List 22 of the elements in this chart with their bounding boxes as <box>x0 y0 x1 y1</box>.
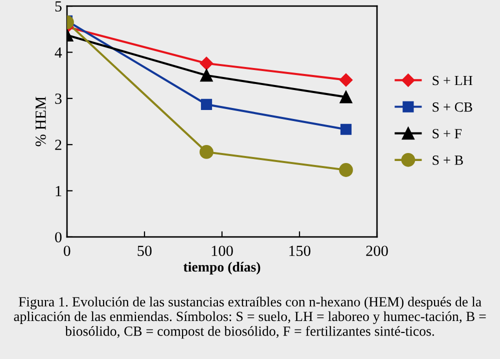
y-tick-label: 1 <box>56 186 62 196</box>
x-tick-label: 50 <box>138 246 152 256</box>
y-tick-label: 5 <box>55 1 62 12</box>
y-tick-label: 3 <box>55 94 62 104</box>
text: Figura 1. Evolución de las sustancias extraíbles con n-hexano (HEM) después de la aplicación de las enmiendas. Símbolos: S = suelo, LH = laboreo y humec-tación, B = biosólido, CB = compost de biosólido, F = fertilizantes sinté-ticos. <box>14 296 486 339</box>
point <box>340 90 352 104</box>
point <box>340 124 352 135</box>
x-tick-label: 0 <box>64 246 70 256</box>
point <box>339 163 353 177</box>
legend-label: S + LH <box>432 76 472 86</box>
y-tick-label: 0 <box>55 232 62 242</box>
y-tick-label: 4 <box>54 48 62 58</box>
legend-label: S + CB <box>432 102 472 112</box>
x-tick-label: 100 <box>212 246 233 256</box>
x-axis-title: tiempo (días) <box>183 262 260 275</box>
point <box>339 73 353 87</box>
legend-label: S + B <box>432 156 463 165</box>
y-axis-title: % HEM <box>36 96 46 146</box>
y-tick-label: 2 <box>55 140 62 150</box>
x-tick-label: 200 <box>366 246 388 256</box>
x-tick-label: 150 <box>289 246 310 256</box>
legend-label: S + F <box>432 128 462 138</box>
